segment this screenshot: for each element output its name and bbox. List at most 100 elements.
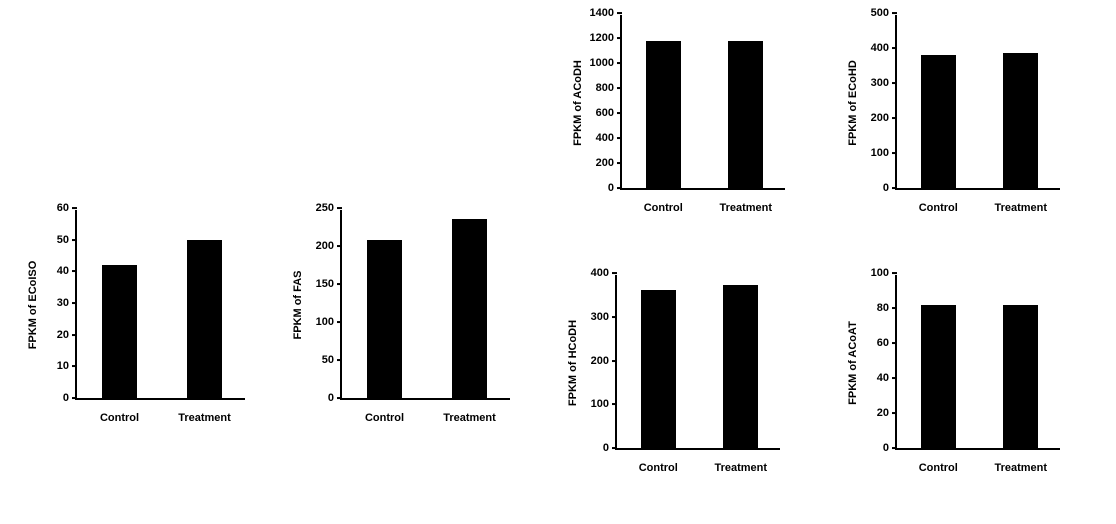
y-tick-label: 100 — [591, 398, 612, 410]
y-tick-label: 0 — [63, 392, 72, 404]
x-category-label: Treatment — [994, 202, 1047, 214]
y-tick-mark — [617, 12, 622, 14]
y-tick-label: 60 — [877, 337, 892, 349]
y-tick-mark — [617, 162, 622, 164]
y-tick-label: 200 — [316, 240, 337, 252]
bar — [452, 219, 488, 398]
y-tick-mark — [612, 403, 617, 405]
y-tick-mark — [337, 207, 342, 209]
bar — [921, 55, 956, 188]
plot-area: 020406080100ControlTreatment — [895, 275, 1060, 450]
plot-area: 0100200300400ControlTreatment — [615, 275, 780, 450]
y-tick-mark — [72, 365, 77, 367]
x-category-label: Treatment — [994, 462, 1047, 474]
y-tick-label: 100 — [871, 147, 892, 159]
y-axis-title: FPKM of ACoDH — [572, 60, 584, 146]
y-tick: 30 — [57, 297, 77, 309]
y-tick-mark — [617, 87, 622, 89]
y-tick-label: 200 — [871, 112, 892, 124]
y-tick-label: 40 — [57, 265, 72, 277]
y-tick: 40 — [57, 265, 77, 277]
plot-area: 0200400600800100012001400ControlTreatmen… — [620, 15, 785, 190]
y-tick: 300 — [871, 77, 897, 89]
y-tick: 1200 — [590, 32, 622, 44]
y-tick-label: 80 — [877, 302, 892, 314]
x-category-label: Treatment — [719, 202, 772, 214]
chart-panel-acoat: 020406080100ControlTreatment FPKM of ACoA… — [840, 275, 1070, 490]
y-tick-mark — [892, 377, 897, 379]
y-tick: 200 — [596, 157, 622, 169]
bar — [367, 240, 403, 398]
y-tick-label: 200 — [596, 157, 617, 169]
y-tick: 0 — [883, 182, 897, 194]
y-tick-label: 300 — [591, 311, 612, 323]
y-tick-label: 20 — [877, 407, 892, 419]
y-tick: 0 — [603, 442, 617, 454]
y-axis-title: FPKM of ACoAT — [847, 321, 859, 405]
y-tick-label: 20 — [57, 329, 72, 341]
y-tick-mark — [337, 321, 342, 323]
x-category-label: Control — [644, 202, 683, 214]
y-tick: 250 — [316, 202, 342, 214]
y-tick-label: 200 — [591, 355, 612, 367]
y-tick-mark — [892, 447, 897, 449]
y-tick: 100 — [871, 267, 897, 279]
y-tick: 50 — [57, 234, 77, 246]
x-category-label: Control — [365, 412, 404, 424]
y-tick-mark — [337, 283, 342, 285]
y-tick: 200 — [591, 354, 617, 366]
y-tick-mark — [617, 137, 622, 139]
y-tick-label: 0 — [603, 442, 612, 454]
y-axis-title: FPKM of FAS — [292, 270, 304, 339]
y-tick: 200 — [316, 240, 342, 252]
y-tick-mark — [617, 112, 622, 114]
chart-panel-acodh: 0200400600800100012001400ControlTreatmen… — [560, 15, 790, 230]
y-tick-mark — [72, 334, 77, 336]
y-tick-mark — [612, 272, 617, 274]
y-tick: 200 — [871, 112, 897, 124]
y-tick: 80 — [877, 302, 897, 314]
y-tick-label: 250 — [316, 202, 337, 214]
plot-area: 0102030405060ControlTreatment — [75, 210, 245, 400]
y-tick-mark — [892, 187, 897, 189]
y-tick-mark — [892, 272, 897, 274]
y-tick-mark — [72, 239, 77, 241]
y-tick: 150 — [316, 278, 342, 290]
x-category-label: Treatment — [443, 412, 496, 424]
y-tick: 20 — [877, 407, 897, 419]
y-tick: 100 — [591, 398, 617, 410]
y-tick-label: 600 — [596, 107, 617, 119]
y-tick-label: 0 — [883, 182, 892, 194]
y-tick-mark — [892, 307, 897, 309]
y-tick: 40 — [877, 372, 897, 384]
x-category-label: Control — [919, 462, 958, 474]
bar — [1003, 305, 1038, 449]
y-tick-mark — [337, 245, 342, 247]
y-tick: 800 — [596, 82, 622, 94]
y-axis-title: FPKM of ECoHD — [847, 60, 859, 146]
bar — [921, 305, 956, 449]
y-tick: 60 — [57, 202, 77, 214]
x-category-label: Control — [639, 462, 678, 474]
y-tick-mark — [892, 342, 897, 344]
y-tick-mark — [892, 152, 897, 154]
bar — [187, 240, 223, 398]
y-tick-label: 300 — [871, 77, 892, 89]
y-tick: 100 — [316, 316, 342, 328]
y-tick-label: 1200 — [590, 32, 617, 44]
y-tick: 10 — [57, 360, 77, 372]
bar — [102, 265, 138, 398]
y-tick-label: 60 — [57, 202, 72, 214]
x-category-label: Treatment — [178, 412, 231, 424]
y-tick-mark — [892, 412, 897, 414]
figure: 0102030405060ControlTreatmentFPKM of ECo… — [0, 0, 1116, 524]
y-tick: 400 — [871, 42, 897, 54]
y-tick-label: 1000 — [590, 57, 617, 69]
x-category-label: Treatment — [714, 462, 767, 474]
y-tick: 1400 — [590, 7, 622, 19]
bar — [728, 41, 763, 189]
y-tick-mark — [72, 270, 77, 272]
y-tick-mark — [612, 360, 617, 362]
y-tick-label: 0 — [883, 442, 892, 454]
y-tick-label: 100 — [871, 267, 892, 279]
